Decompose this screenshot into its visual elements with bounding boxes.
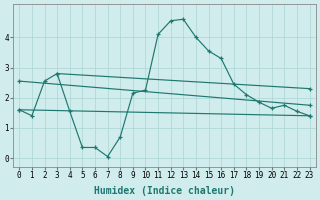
X-axis label: Humidex (Indice chaleur): Humidex (Indice chaleur) [94,186,235,196]
